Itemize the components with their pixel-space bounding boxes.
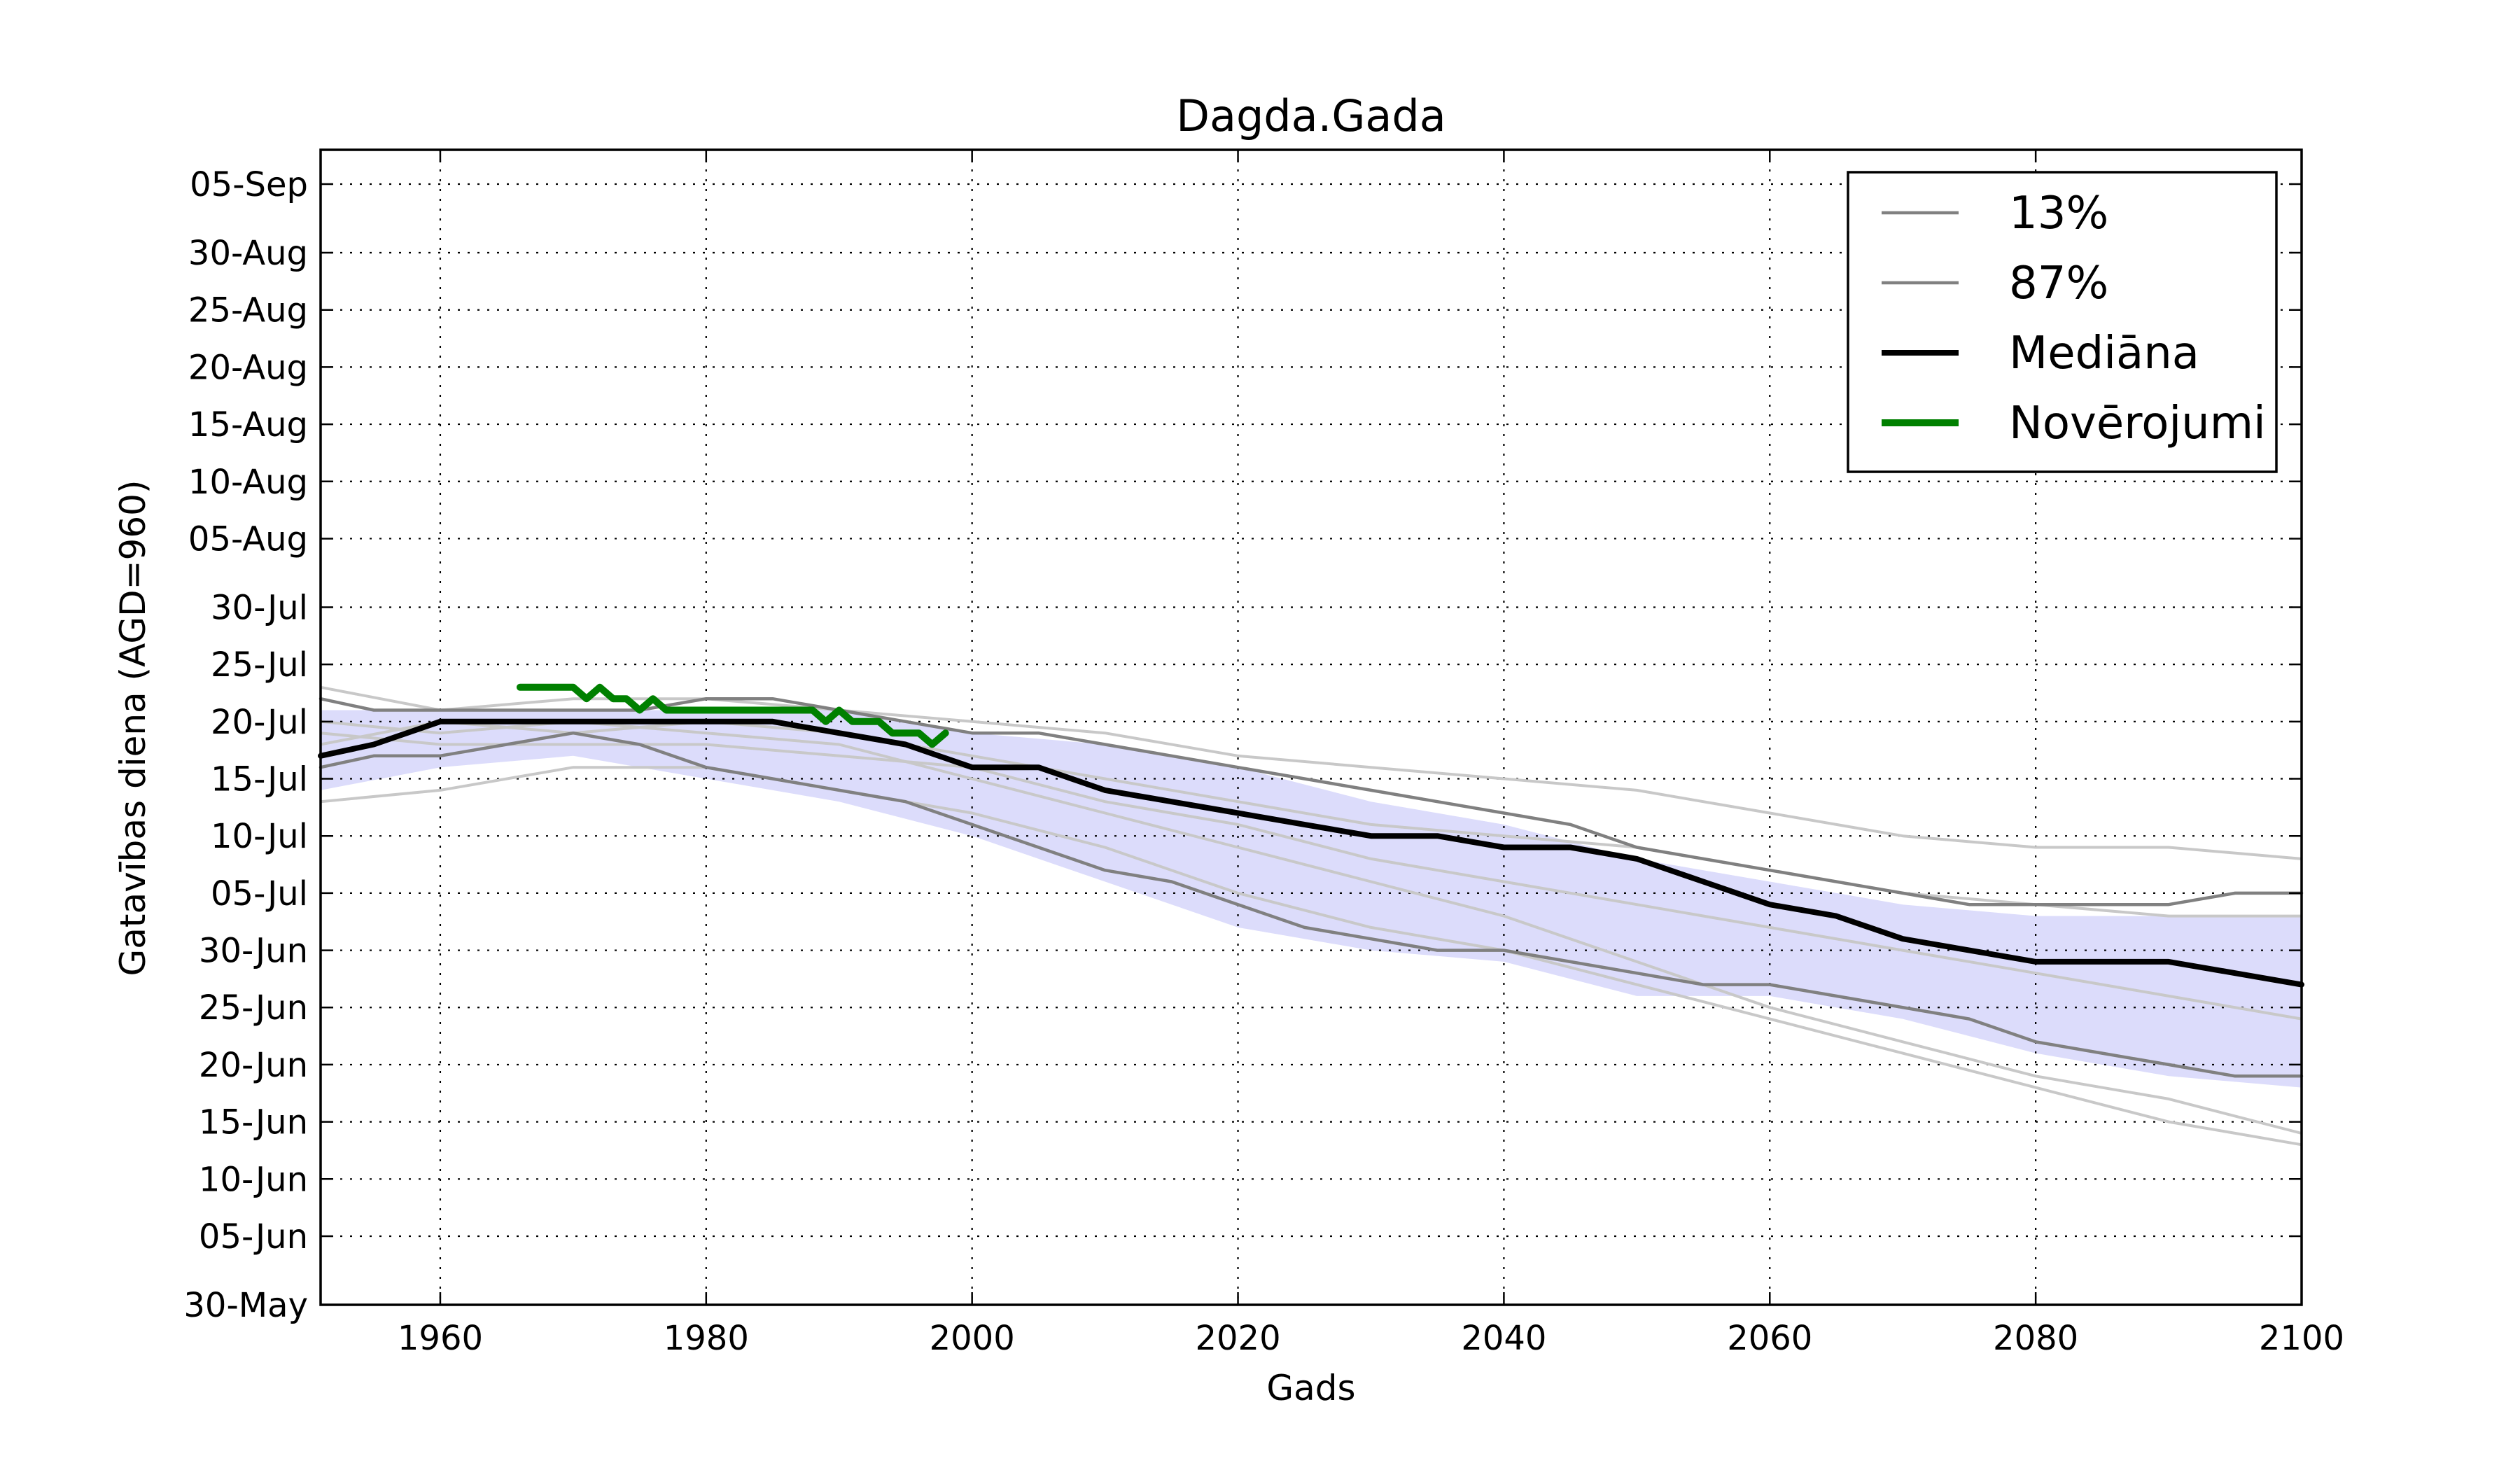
plot-frame (319, 148, 2303, 1306)
y-tick-label: 05-Sep (190, 165, 308, 204)
y-tick-label: 15-Aug (188, 405, 308, 444)
y-tick-label: 15-Jun (199, 1103, 308, 1142)
y-tick-label: 10-Jun (199, 1160, 308, 1199)
x-tick-label: 2020 (1195, 1319, 1280, 1358)
x-axis-title: Gads (1266, 1368, 1355, 1408)
series-line-medi-na (318, 718, 2304, 988)
y-tick-label: 20-Jun (199, 1046, 308, 1085)
y-tick-label: 20-Aug (188, 348, 308, 387)
y-tick-label: 05-Jul (211, 874, 308, 913)
x-tick-label: 2100 (2259, 1319, 2344, 1358)
y-tick-label: 25-Aug (188, 291, 308, 330)
y-tick-label: 30-May (183, 1286, 308, 1325)
y-tick-label: 25-Jul (211, 645, 308, 685)
x-tick-label: 2000 (930, 1319, 1015, 1358)
y-tick-label: 05-Jun (199, 1217, 308, 1256)
y-tick-label: 30-Jul (211, 588, 308, 627)
legend-label: 13% (2009, 188, 2108, 239)
y-axis-title: Gatavības diena (AGD=960) (113, 480, 153, 976)
ensemble-member-line (320, 685, 2302, 860)
legend-label: Novērojumi (2009, 398, 2266, 449)
percentile-band (321, 710, 2302, 1088)
series-line-13 (318, 731, 2304, 1078)
y-tick-label: 05-Aug (188, 519, 308, 559)
x-tick-label: 1960 (398, 1319, 483, 1358)
data-series (318, 683, 2304, 1147)
y-tick-label: 30-Aug (188, 234, 308, 273)
x-tick-label: 2040 (1461, 1319, 1546, 1358)
axis-ticks: 1960 1980 2000 2020 2040 2060 2080 2100 30-May 05… (183, 150, 2344, 1358)
series-line-nov-rojumi (516, 683, 949, 748)
x-tick-label: 2080 (1993, 1319, 2078, 1358)
y-tick-label: 10-Aug (188, 463, 308, 502)
y-tick-label: 10-Jul (211, 817, 308, 856)
y-tick-label: 25-Jun (199, 988, 308, 1028)
y-tick-label: 30-Jun (199, 932, 308, 971)
y-tick-label: 15-Jul (211, 760, 308, 799)
legend: 13% 87% Mediāna Novērojumi (1847, 171, 2278, 473)
x-tick-label: 1980 (664, 1319, 749, 1358)
x-tick-label: 2060 (1727, 1319, 1812, 1358)
plot-area (321, 710, 2302, 1088)
ensemble-member-line (320, 766, 2302, 1147)
ensemble-member-line (320, 720, 2302, 918)
legend-label: Mediāna (2009, 328, 2199, 379)
chart-title: Dagda.Gada (1176, 90, 1446, 141)
y-tick-label: 20-Jul (211, 703, 308, 742)
legend-label: 87% (2009, 258, 2108, 309)
